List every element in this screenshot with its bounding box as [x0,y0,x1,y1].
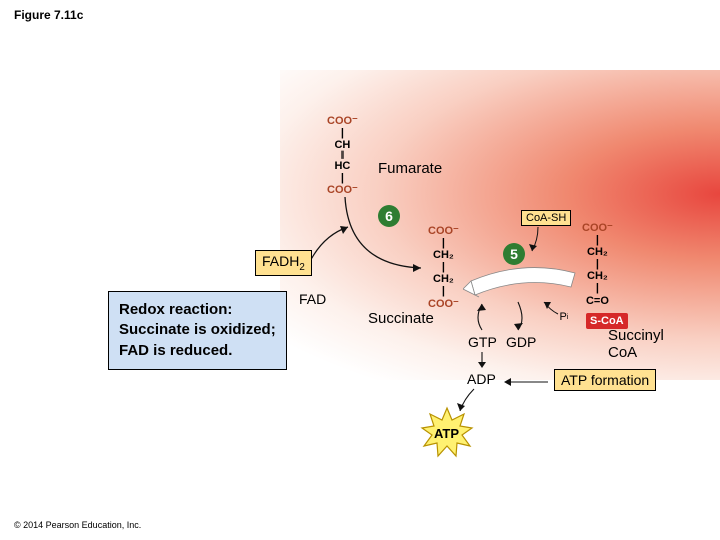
step-5-number: 5 [510,246,518,262]
fumarate-label: Fumarate [378,160,442,177]
atp-label: ATP [434,426,459,441]
step-5-circle: 5 [503,243,525,265]
gtp-label: GTP [468,334,497,350]
adp-label: ADP [467,371,496,387]
gdp-label: GDP [506,334,536,350]
arrow-adp-atpform [500,377,552,387]
redox-line2: Succinate is oxidized; [119,320,276,340]
arrow-pi-in [542,300,562,318]
atp-formation-box: ATP formation [554,369,656,391]
fadh2-box: FADH2 [255,250,312,276]
succinyl-coa-structure: COO⁻ | CH₂ | CH₂ | C=O [582,222,613,307]
redox-line3: FAD is reduced. [119,341,276,361]
fumarate-structure: COO⁻ | CH ∥ HC | COO⁻ [327,115,358,196]
copyright-text: © 2014 Pearson Education, Inc. [14,520,141,530]
redox-line1: Redox reaction: [119,300,276,320]
coash-box: CoA-SH [521,210,571,226]
succinate-label: Succinate [368,310,434,327]
succinate-structure: COO⁻ | CH₂ | CH₂ | COO⁻ [428,225,459,310]
redox-reaction-box: Redox reaction: Succinate is oxidized; F… [108,291,287,370]
succinyl-coa-label: Succinyl CoA [608,327,664,362]
arrow-gtp-adp [475,350,489,372]
arrow-gtp-gdp [468,300,538,334]
figure-title: Figure 7.11c [14,8,83,22]
fad-label: FAD [299,291,326,307]
arrow-coash-in [528,225,548,255]
